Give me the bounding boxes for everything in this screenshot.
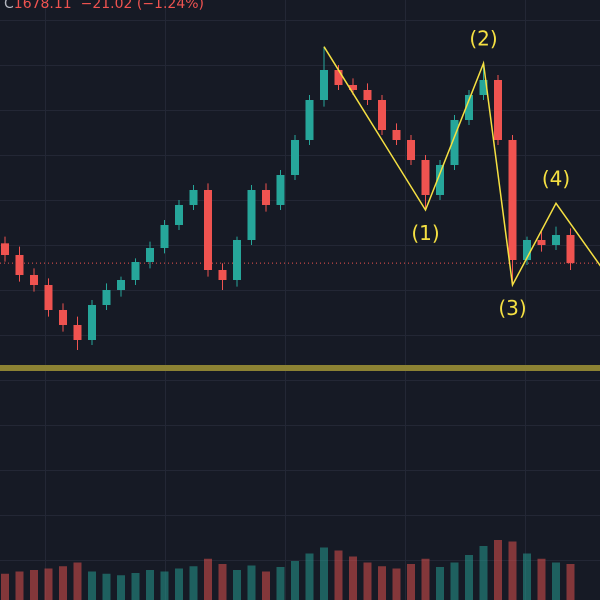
- volume-bar: [131, 573, 140, 600]
- candle-body: [334, 70, 343, 85]
- volume-bar: [146, 570, 154, 600]
- volume-bar: [30, 570, 38, 600]
- volume-bar: [305, 553, 314, 600]
- volume-bar: [233, 570, 241, 600]
- volume-bar: [450, 562, 459, 600]
- candle-body: [407, 140, 415, 160]
- volume-bar: [102, 573, 111, 600]
- candle-body: [552, 235, 560, 245]
- candle-body: [421, 160, 430, 195]
- volume-bar: [117, 575, 125, 600]
- volume-bar: [407, 564, 415, 600]
- volume-bar: [160, 571, 169, 600]
- candle-body: [247, 190, 256, 240]
- candle-body: [363, 90, 372, 100]
- candle-body: [349, 85, 357, 90]
- candle-body: [494, 80, 502, 140]
- candle-body: [175, 205, 183, 225]
- candle-body: [117, 280, 125, 290]
- close-prefix: C: [4, 0, 14, 12]
- candle-body: [566, 235, 575, 264]
- volume-bar: [218, 564, 227, 600]
- volume-bar: [320, 547, 328, 600]
- volume-bar: [247, 565, 256, 600]
- volume-bar: [421, 558, 430, 600]
- candle-body: [189, 190, 198, 205]
- volume-bar: [334, 550, 343, 600]
- volume-bar: [494, 540, 502, 600]
- volume-bar: [363, 562, 372, 600]
- candle-body: [291, 140, 299, 175]
- volume-bar: [436, 567, 444, 600]
- candle-body: [320, 70, 328, 100]
- candle-body: [131, 262, 140, 280]
- candle-body: [233, 240, 241, 280]
- candle-body: [392, 130, 401, 140]
- wave-label: (3): [498, 296, 526, 320]
- volume-bar: [189, 566, 198, 600]
- volume-bar: [566, 564, 575, 600]
- volume-bar: [508, 541, 517, 600]
- change-pct: (−1.24%): [136, 0, 204, 12]
- volume-bar: [175, 568, 183, 600]
- candle-body: [537, 240, 546, 245]
- volume-bar: [378, 566, 386, 600]
- wave-label: (2): [469, 26, 497, 50]
- candle-body: [30, 275, 38, 285]
- candle-body: [15, 255, 24, 275]
- candle-body: [523, 240, 531, 260]
- wave-line: [323, 46, 600, 288]
- candle-body: [44, 285, 53, 310]
- candle-body: [450, 120, 459, 165]
- wave-label: (1): [411, 221, 439, 245]
- candle-body: [59, 310, 67, 325]
- volume-bar: [59, 566, 67, 600]
- volume-bar: [276, 567, 285, 600]
- candle-body: [160, 225, 169, 248]
- candle-body: [88, 305, 96, 340]
- candle-body: [479, 80, 488, 95]
- volume-bar: [204, 558, 212, 600]
- candle-body: [73, 325, 82, 340]
- volume-bar: [262, 571, 270, 600]
- volume-bar: [1, 573, 9, 600]
- candle-body: [305, 100, 314, 140]
- candle-body: [1, 243, 9, 255]
- candle-body: [262, 190, 270, 205]
- change: −21.02: [80, 0, 133, 12]
- candle-body: [102, 290, 111, 305]
- volume-bar: [537, 558, 546, 600]
- volume-bar: [349, 556, 357, 600]
- volume-bar: [15, 571, 24, 600]
- volume-bar: [88, 571, 96, 600]
- candle-body: [204, 190, 212, 270]
- wave-label: (4): [542, 166, 570, 190]
- close-value: 1678.11: [13, 0, 72, 12]
- candle-body: [378, 100, 386, 130]
- volume-bar: [479, 546, 488, 600]
- volume-bar: [523, 553, 531, 600]
- candle-body: [276, 175, 285, 205]
- candle-body: [508, 140, 517, 260]
- ohlc-header: C1678.11 −21.02 (−1.24%): [4, 0, 204, 12]
- candle-body: [218, 270, 227, 280]
- candle-body: [436, 165, 444, 195]
- volume-bar: [73, 562, 82, 600]
- volume-bar: [465, 555, 473, 600]
- candle-body: [465, 95, 473, 120]
- volume-bar: [44, 568, 53, 600]
- candle-body: [146, 248, 154, 262]
- volume-bar: [392, 568, 401, 600]
- volume-bar: [552, 562, 560, 600]
- volume-bar: [291, 561, 299, 600]
